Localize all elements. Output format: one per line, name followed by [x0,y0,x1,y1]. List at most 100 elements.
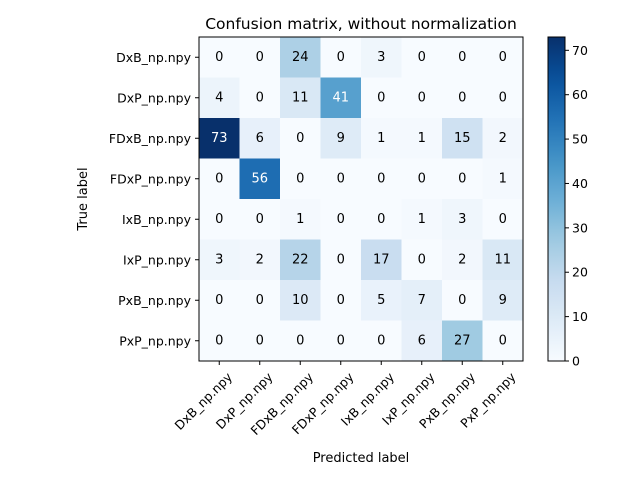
heatmap-cell [401,158,443,200]
colorbar-tick-label: 40 [572,176,588,191]
heatmap-cell-label: 0 [418,50,426,65]
heatmap-cell-label: 0 [499,90,507,105]
heatmap-cell [401,320,443,362]
heatmap-cell-label: 0 [215,333,223,348]
heatmap-cell-label: 0 [256,333,264,348]
colorbar-tick-label: 60 [572,87,588,102]
heatmap-cell-label: 6 [418,333,426,348]
heatmap-cell-label: 7 [418,293,426,308]
heatmap-cell-label: 22 [292,252,309,267]
heatmap-cell-label: 0 [377,90,385,105]
heatmap-cell-label: 27 [454,333,471,348]
heatmap-cell [280,158,321,200]
heatmap-cell [401,280,443,321]
heatmap-cell-label: 0 [377,212,385,227]
heatmap-cell [199,158,240,200]
heatmap-cells [199,37,524,362]
heatmap-cell [482,199,524,240]
heatmap-cell [280,37,321,78]
heatmap-cell [320,77,362,119]
heatmap-cell-label: 0 [418,252,426,267]
heatmap-cell-label: 0 [458,293,466,308]
heatmap-cell-label: 0 [256,212,264,227]
heatmap-cell [361,320,402,362]
heatmap-cell-label: 15 [454,131,471,146]
heatmap-cell-label: 3 [458,212,466,227]
heatmap-cell [401,37,443,78]
heatmap-cell-label: 0 [215,171,223,186]
heatmap-cell [239,158,281,200]
heatmap-cell [401,77,443,119]
y-tick-label: DxB_np.npy [116,50,192,65]
heatmap-cell-label: 0 [458,50,466,65]
heatmap-cell-label: 0 [377,171,385,186]
heatmap-cell-label: 0 [215,50,223,65]
heatmap-cell [199,199,240,240]
heatmap-cell-label: 5 [377,293,385,308]
y-tick-label: PxB_np.npy [118,293,191,308]
heatmap-cell-label: 0 [256,90,264,105]
y-tick-label: DxP_np.npy [117,90,191,105]
heatmap-cell-label: 0 [499,212,507,227]
heatmap-cell-label: 0 [337,333,345,348]
heatmap-cell [239,239,281,281]
y-tick-label: FDxP_np.npy [110,171,192,186]
heatmap-cell [320,320,362,362]
heatmap-cell [482,239,524,281]
heatmap-cell-label: 0 [337,212,345,227]
heatmap-cell [199,118,240,159]
y-tick-label: PxP_np.npy [119,333,191,348]
heatmap-cell [401,199,443,240]
heatmap-cell-label: 2 [499,131,507,146]
heatmap-cell [320,239,362,281]
heatmap-cell [442,37,483,78]
heatmap-cell [442,199,483,240]
colorbar-ticks: 0 10 20 30 40 50 60 70 [565,43,588,369]
heatmap-cell [442,158,483,200]
heatmap-cell [442,118,483,159]
heatmap-cell [361,158,402,200]
heatmap-cell [482,77,524,119]
heatmap-cell-label: 0 [377,333,385,348]
y-axis-label: True label [76,167,91,231]
heatmap-cell [361,280,402,321]
heatmap-cell-label: 0 [215,212,223,227]
heatmap-cell [239,77,281,119]
y-tick-label: FDxB_np.npy [109,131,192,146]
chart-title: Confusion matrix, without normalization [205,15,517,33]
heatmap-cell-label: 11 [494,252,511,267]
heatmap-cell [320,118,362,159]
heatmap-cell-label: 6 [256,131,264,146]
heatmap-cell [239,280,281,321]
heatmap-cell [280,118,321,159]
heatmap-cell-labels: 0 0 24 0 3 0 0 04 0 11 41 0 0 0 073 6 0 9 1 1 15 20 56 0 0 0 0 0 10 0… [211,50,511,349]
heatmap-cell [442,77,483,119]
heatmap-cell [482,158,524,200]
y-axis-ticks: DxB_np.npy DxP_np.npy FDxB_np.npy FDxP_np.n… [109,50,199,348]
heatmap-cell [401,118,443,159]
heatmap-cell [280,77,321,119]
heatmap-cell-label: 2 [458,252,466,267]
heatmap-cell-label: 0 [458,90,466,105]
heatmap-cell-label: 0 [499,50,507,65]
heatmap-cell-label: 1 [499,171,507,186]
colorbar-tick-label: 50 [572,132,588,147]
plot-frame [198,36,524,362]
heatmap-cell [280,280,321,321]
heatmap-cell [199,320,240,362]
heatmap-cell-label: 4 [215,90,223,105]
heatmap-cell [482,37,524,78]
y-tick-label: IxP_np.npy [123,252,192,267]
heatmap-cell [239,199,281,240]
heatmap-cell-label: 41 [332,90,349,105]
heatmap-cell-label: 0 [458,171,466,186]
heatmap-cell-label: 56 [251,171,268,186]
heatmap-cell-label: 0 [499,333,507,348]
heatmap-cell-label: 0 [418,171,426,186]
heatmap-cell-label: 0 [256,293,264,308]
heatmap-cell-label: 1 [418,212,426,227]
heatmap-cell [361,239,402,281]
heatmap-cell [239,320,281,362]
heatmap-cell [239,118,281,159]
